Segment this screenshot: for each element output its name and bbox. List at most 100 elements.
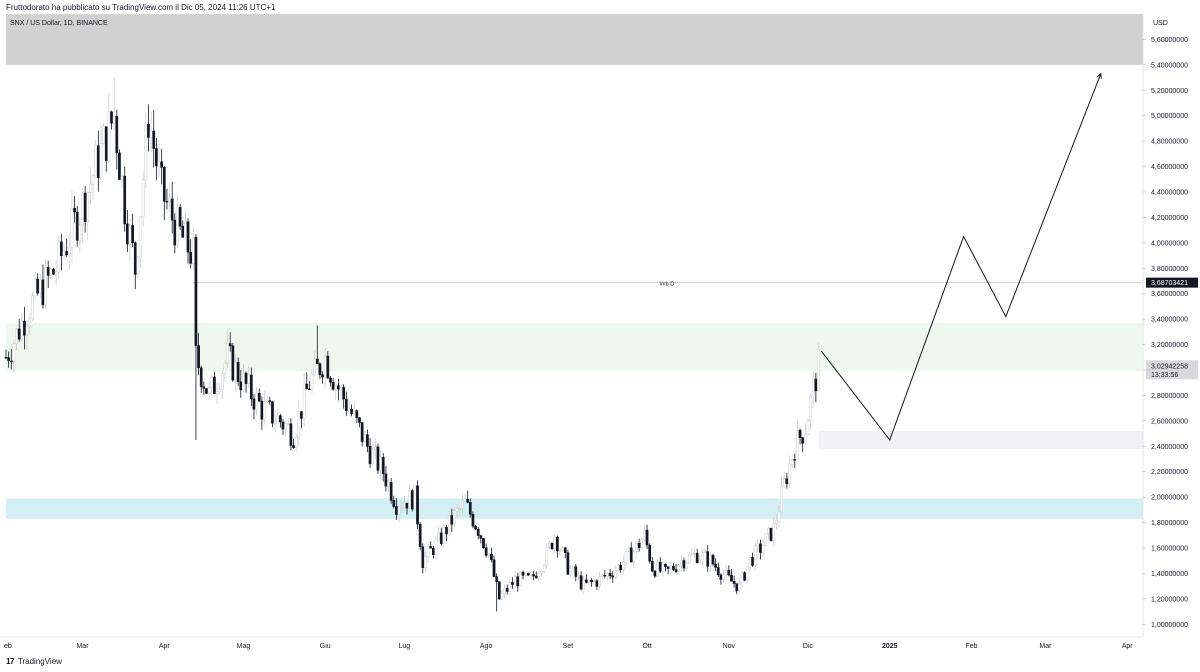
price-tick-label: 4,40000000 (1151, 190, 1188, 197)
candle (329, 376, 332, 387)
candle (60, 234, 63, 271)
time-tick-label: Nov (723, 643, 736, 650)
candle (294, 433, 298, 453)
candle (585, 574, 588, 584)
candle (650, 557, 654, 573)
candle-body (226, 343, 229, 364)
candle-body (640, 539, 644, 548)
candle-body (279, 415, 282, 423)
candle (392, 495, 396, 509)
candle (371, 441, 375, 465)
candle-body (563, 547, 567, 553)
candle-body (25, 326, 29, 336)
candle-body (228, 343, 232, 347)
candle (410, 488, 414, 512)
candle (199, 365, 203, 393)
candle (207, 381, 211, 401)
candle (315, 325, 319, 365)
candle-body (685, 562, 688, 569)
candle-body (15, 328, 18, 344)
time-tick-label: Apr (159, 643, 171, 650)
candle (463, 494, 467, 502)
candle-body (387, 482, 390, 487)
candle-body (189, 251, 193, 264)
time-axis[interactable]: eb Mar Apr Mag Giu Lug Ago Set Ott Nov Dic 2025 Feb M… (0, 636, 1143, 650)
candle-body (616, 564, 620, 571)
candle-body (331, 381, 335, 390)
candle (186, 218, 190, 264)
candle-body (590, 579, 593, 583)
candle (352, 402, 356, 417)
candle (300, 411, 303, 429)
candle-body (645, 529, 649, 546)
candle (466, 490, 470, 504)
candle-body (405, 502, 409, 509)
candle-body (450, 515, 454, 525)
candle (83, 186, 87, 233)
candle-body (118, 152, 121, 180)
candle (313, 350, 317, 376)
candle (197, 332, 200, 376)
candle (381, 453, 385, 482)
candle-body (537, 572, 541, 579)
candle-body (91, 175, 95, 185)
candle-body (218, 389, 222, 392)
candle (748, 557, 752, 573)
candle (23, 306, 26, 350)
candle (809, 392, 812, 431)
time-tick-label: Set (563, 643, 574, 650)
candle (624, 551, 628, 568)
candle-body (344, 398, 348, 411)
candle-body (268, 400, 272, 403)
candle (777, 505, 781, 527)
candle (15, 327, 18, 351)
candle (25, 320, 29, 350)
candle-body (33, 278, 37, 296)
candle (33, 271, 37, 300)
candle-body (255, 392, 258, 410)
candle (690, 547, 694, 556)
candle (474, 524, 477, 531)
candle-countdown-label: 13:33:56 (1151, 372, 1178, 379)
candle-body (366, 434, 369, 447)
candle (220, 370, 224, 399)
footer: 17 TradingView (6, 657, 62, 666)
candle (194, 234, 198, 440)
candle-body (297, 411, 301, 438)
candle-body (716, 567, 720, 576)
candle-body (7, 357, 10, 362)
candle-body (170, 198, 174, 221)
candle (669, 561, 673, 575)
candle-body (743, 572, 747, 581)
candle-body (128, 225, 132, 245)
candle-body (679, 560, 683, 566)
candle-body (548, 542, 551, 548)
candle (210, 375, 214, 393)
candle-body (624, 551, 628, 563)
candle (619, 561, 623, 573)
time-tick-label: Apr (1122, 643, 1134, 650)
candle (12, 339, 16, 373)
candle (738, 578, 741, 593)
candle-body (115, 116, 119, 154)
candle (503, 584, 506, 599)
candle (223, 359, 227, 382)
candle-body (65, 251, 69, 256)
candle (36, 273, 40, 296)
candle-body (133, 242, 137, 275)
candle (9, 348, 13, 370)
candle-body (213, 376, 216, 394)
candle (271, 401, 274, 428)
candle (226, 330, 229, 369)
candle-body (521, 572, 525, 576)
candle (571, 565, 575, 571)
price-axis[interactable]: USD 1,00000000 1,20000000 1,40000000 1,6000… (1142, 14, 1198, 637)
candle-body (577, 575, 580, 577)
candle-body (687, 554, 691, 564)
candle-body (352, 410, 356, 414)
price-tick-label: 3,60000000 (1151, 291, 1188, 298)
candle-body (632, 551, 636, 563)
candle-body (302, 383, 306, 419)
candle (218, 382, 222, 396)
